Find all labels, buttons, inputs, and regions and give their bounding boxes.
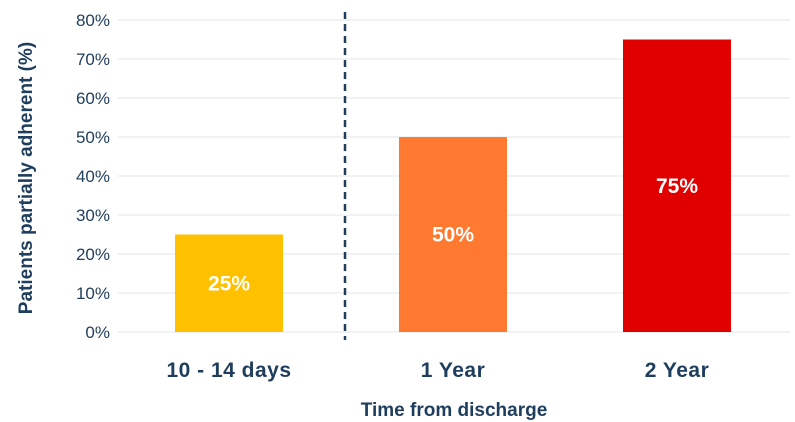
x-axis-title: Time from discharge bbox=[361, 400, 548, 421]
x-axis-categories: 10 - 14 days 1 Year 2 Year bbox=[166, 359, 710, 382]
bar-value-label: 50% bbox=[432, 224, 474, 247]
y-tick-label: 80% bbox=[76, 11, 110, 30]
y-tick-label: 50% bbox=[76, 128, 110, 147]
y-tick-label: 10% bbox=[76, 284, 110, 303]
y-tick-label: 40% bbox=[76, 167, 110, 186]
bar bbox=[399, 137, 507, 332]
y-axis-ticks: 0% 10% 20% 30% 40% 50% 60% 70% 80% bbox=[76, 11, 110, 342]
y-tick-label: 60% bbox=[76, 89, 110, 108]
x-category-label: 10 - 14 days bbox=[166, 359, 291, 382]
y-axis-title: Patients partially adherent (%) bbox=[16, 42, 37, 314]
bar bbox=[623, 39, 731, 332]
x-category-label: 2 Year bbox=[645, 359, 710, 382]
bar-value-label: 25% bbox=[208, 272, 250, 295]
y-tick-label: 20% bbox=[76, 245, 110, 264]
bar-value-label: 75% bbox=[656, 175, 698, 198]
y-tick-label: 70% bbox=[76, 50, 110, 69]
bar bbox=[175, 234, 283, 332]
bars: 25% 50% 75% bbox=[175, 39, 731, 332]
y-tick-label: 0% bbox=[85, 323, 110, 342]
x-category-label: 1 Year bbox=[421, 359, 486, 382]
y-tick-label: 30% bbox=[76, 206, 110, 225]
